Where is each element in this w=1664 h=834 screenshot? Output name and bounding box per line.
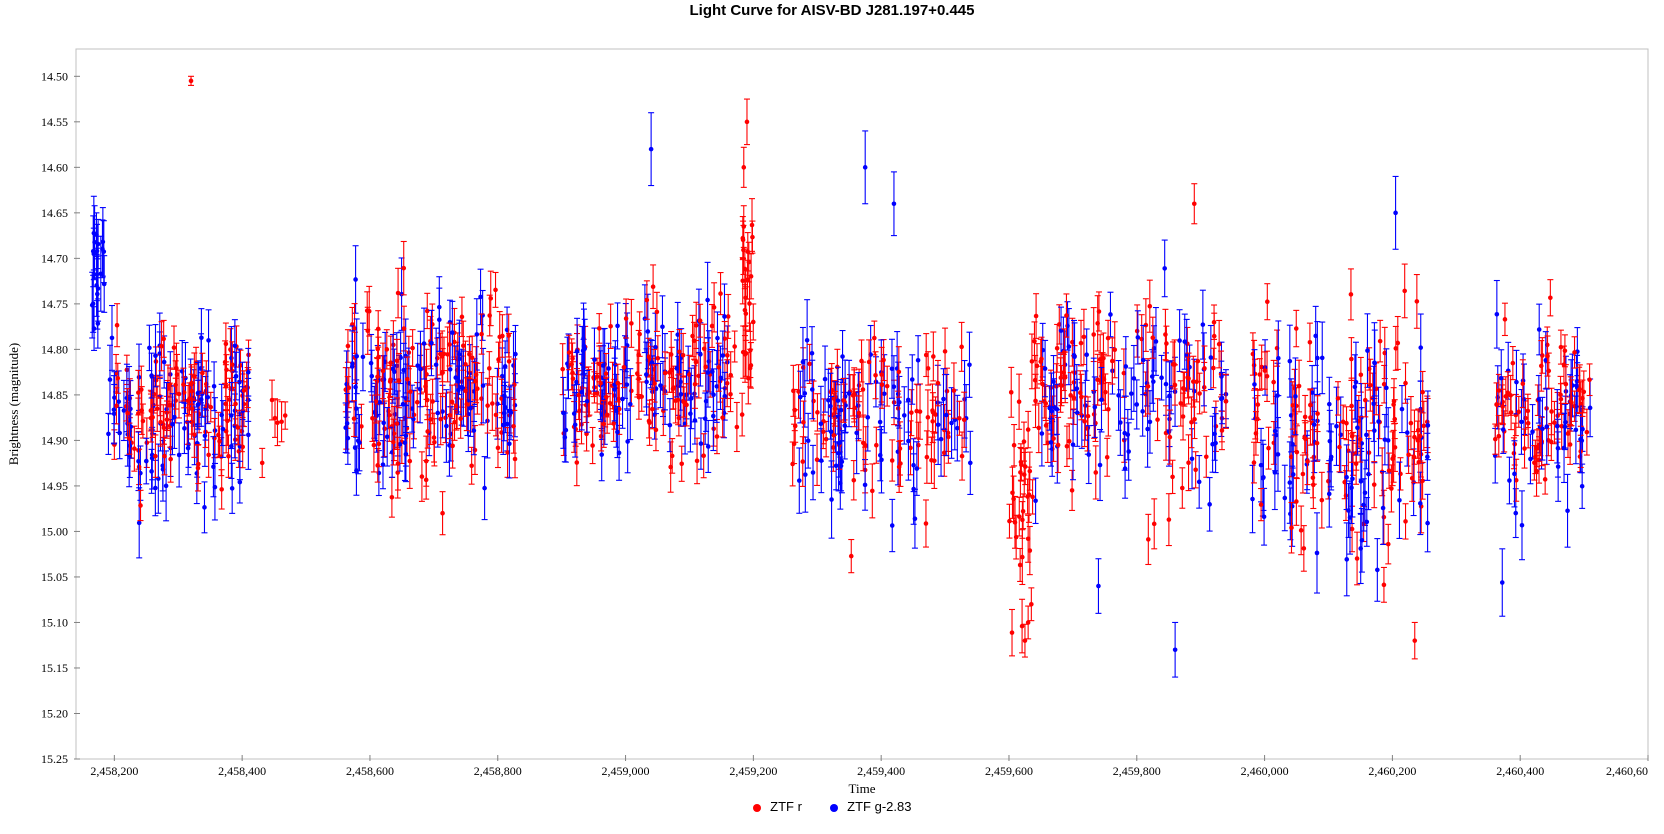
- svg-text:Brightness (magnitude): Brightness (magnitude): [6, 343, 21, 465]
- chart-title: Light Curve for AISV-BD J281.197+0.445: [0, 0, 1664, 19]
- svg-text:14.80: 14.80: [41, 342, 68, 356]
- svg-text:2,459,600: 2,459,600: [985, 764, 1033, 778]
- svg-text:14.50: 14.50: [41, 69, 68, 83]
- svg-text:15.10: 15.10: [41, 615, 68, 629]
- svg-text:2,459,400: 2,459,400: [857, 764, 905, 778]
- svg-text:15.00: 15.00: [41, 524, 68, 538]
- svg-text:14.75: 14.75: [41, 297, 68, 311]
- svg-text:14.90: 14.90: [41, 433, 68, 447]
- svg-text:14.85: 14.85: [41, 388, 68, 402]
- svg-text:Time: Time: [849, 781, 876, 796]
- svg-text:2,458,200: 2,458,200: [90, 764, 138, 778]
- svg-text:2,459,000: 2,459,000: [602, 764, 650, 778]
- legend-label-ztf-r: ZTF r: [770, 799, 802, 814]
- svg-text:2,458,600: 2,458,600: [346, 764, 394, 778]
- legend-label-ztf-g: ZTF g-2.83: [847, 799, 911, 814]
- svg-text:2,460,60: 2,460,60: [1606, 764, 1648, 778]
- svg-text:15.20: 15.20: [41, 706, 68, 720]
- legend-item-ztf-r: ZTF r: [753, 799, 802, 814]
- svg-text:2,460,000: 2,460,000: [1241, 764, 1289, 778]
- svg-text:2,458,400: 2,458,400: [218, 764, 266, 778]
- svg-text:14.95: 14.95: [41, 479, 68, 493]
- svg-text:14.60: 14.60: [41, 160, 68, 174]
- svg-text:2,460,200: 2,460,200: [1368, 764, 1416, 778]
- legend-marker-ztf-r: [753, 804, 761, 812]
- light-curve-chart: Light Curve for AISV-BD J281.197+0.445 1…: [0, 0, 1664, 834]
- svg-text:14.65: 14.65: [41, 206, 68, 220]
- svg-text:14.55: 14.55: [41, 115, 68, 129]
- legend-item-ztf-g: ZTF g-2.83: [830, 799, 912, 814]
- chart-legend: ZTF r ZTF g-2.83: [0, 799, 1664, 814]
- chart-plot-area: 14.50 14.55 14.60 14.65 14.70 14.75 14.80 14.85…: [0, 19, 1664, 799]
- svg-text:2,458,800: 2,458,800: [474, 764, 522, 778]
- legend-marker-ztf-g: [830, 804, 838, 812]
- svg-text:15.25: 15.25: [41, 752, 68, 766]
- svg-text:15.05: 15.05: [41, 570, 68, 584]
- svg-text:15.15: 15.15: [41, 661, 68, 675]
- svg-text:2,459,800: 2,459,800: [1113, 764, 1161, 778]
- svg-text:14.70: 14.70: [41, 251, 68, 265]
- svg-text:2,460,400: 2,460,400: [1496, 764, 1544, 778]
- svg-text:2,459,200: 2,459,200: [729, 764, 777, 778]
